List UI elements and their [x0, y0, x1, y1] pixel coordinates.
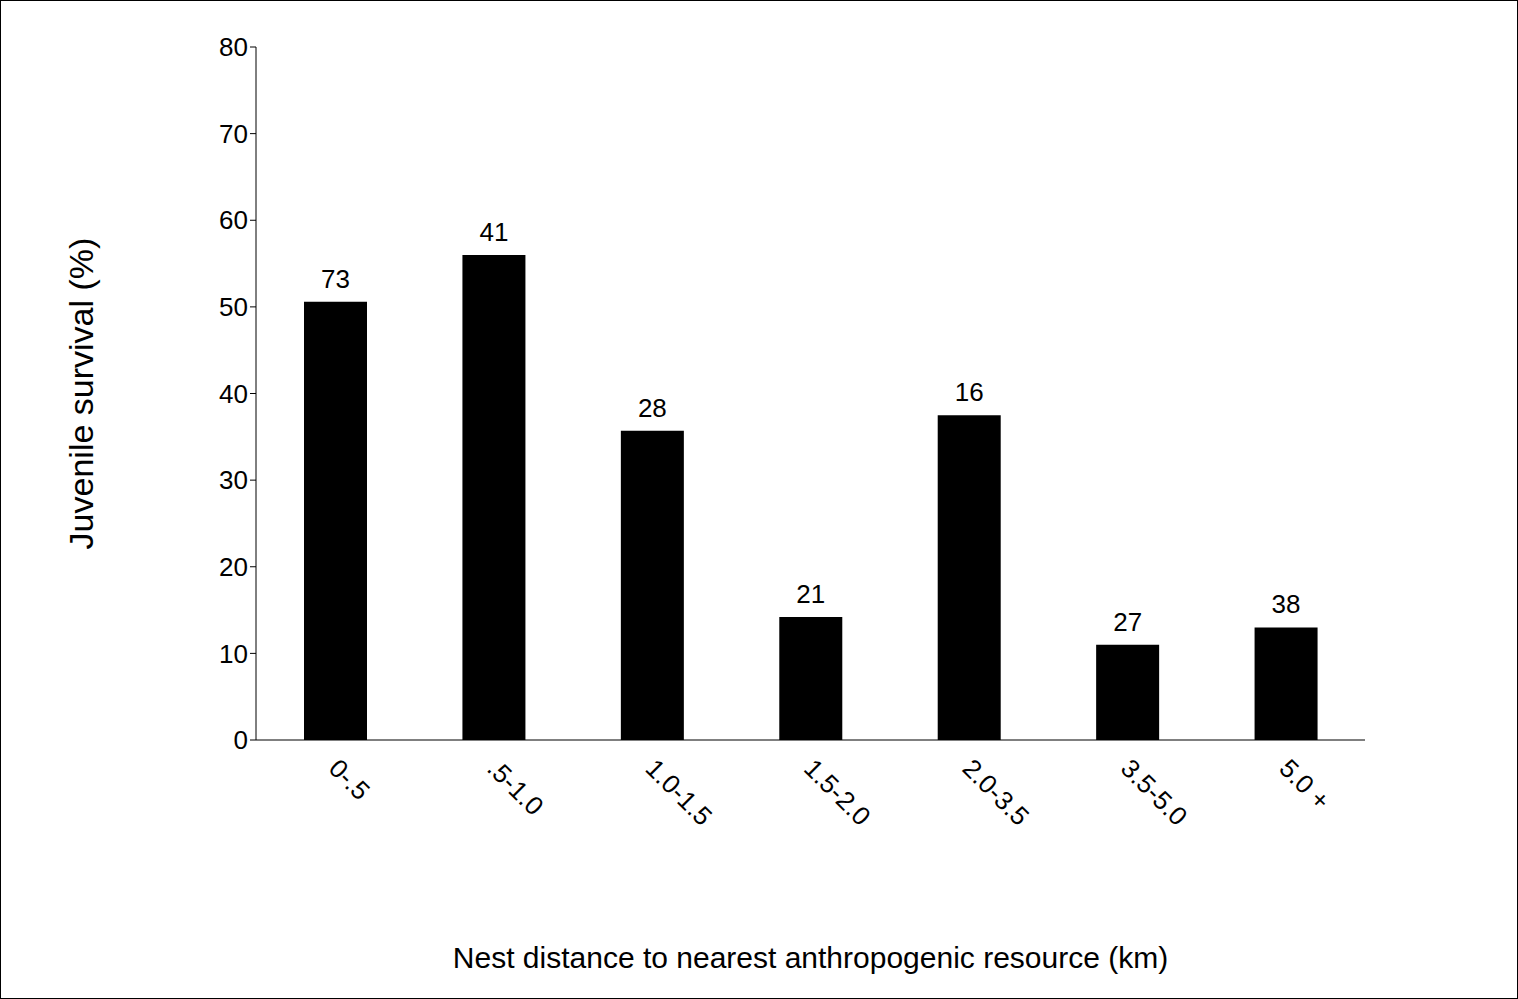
svg-text:10: 10 [219, 639, 248, 669]
svg-text:30: 30 [219, 465, 248, 495]
svg-text:1.0-1.5: 1.0-1.5 [640, 753, 718, 831]
svg-text:40: 40 [219, 379, 248, 409]
svg-text:3.5-5.0: 3.5-5.0 [1115, 753, 1193, 831]
svg-text:50: 50 [219, 292, 248, 322]
svg-text:Juvenile survival (%): Juvenile survival (%) [62, 238, 100, 550]
svg-text:.5-1.0: .5-1.0 [481, 753, 549, 821]
svg-text:27: 27 [1113, 607, 1142, 637]
svg-text:60: 60 [219, 205, 248, 235]
svg-text:2.0-3.5: 2.0-3.5 [957, 753, 1035, 831]
svg-text:0-.5: 0-.5 [323, 753, 376, 806]
svg-text:70: 70 [219, 119, 248, 149]
svg-text:Nest distance to nearest anthr: Nest distance to nearest anthropogenic r… [453, 941, 1168, 974]
svg-text:16: 16 [955, 377, 984, 407]
svg-text:41: 41 [479, 217, 508, 247]
svg-text:21: 21 [796, 579, 825, 609]
svg-text:38: 38 [1272, 589, 1301, 619]
svg-text:5.0 +: 5.0 + [1274, 753, 1337, 816]
svg-text:73: 73 [321, 264, 350, 294]
svg-text:1.5-2.0: 1.5-2.0 [798, 753, 876, 831]
svg-text:80: 80 [219, 32, 248, 62]
svg-text:20: 20 [219, 552, 248, 582]
svg-text:0: 0 [234, 725, 248, 755]
svg-text:28: 28 [638, 393, 667, 423]
